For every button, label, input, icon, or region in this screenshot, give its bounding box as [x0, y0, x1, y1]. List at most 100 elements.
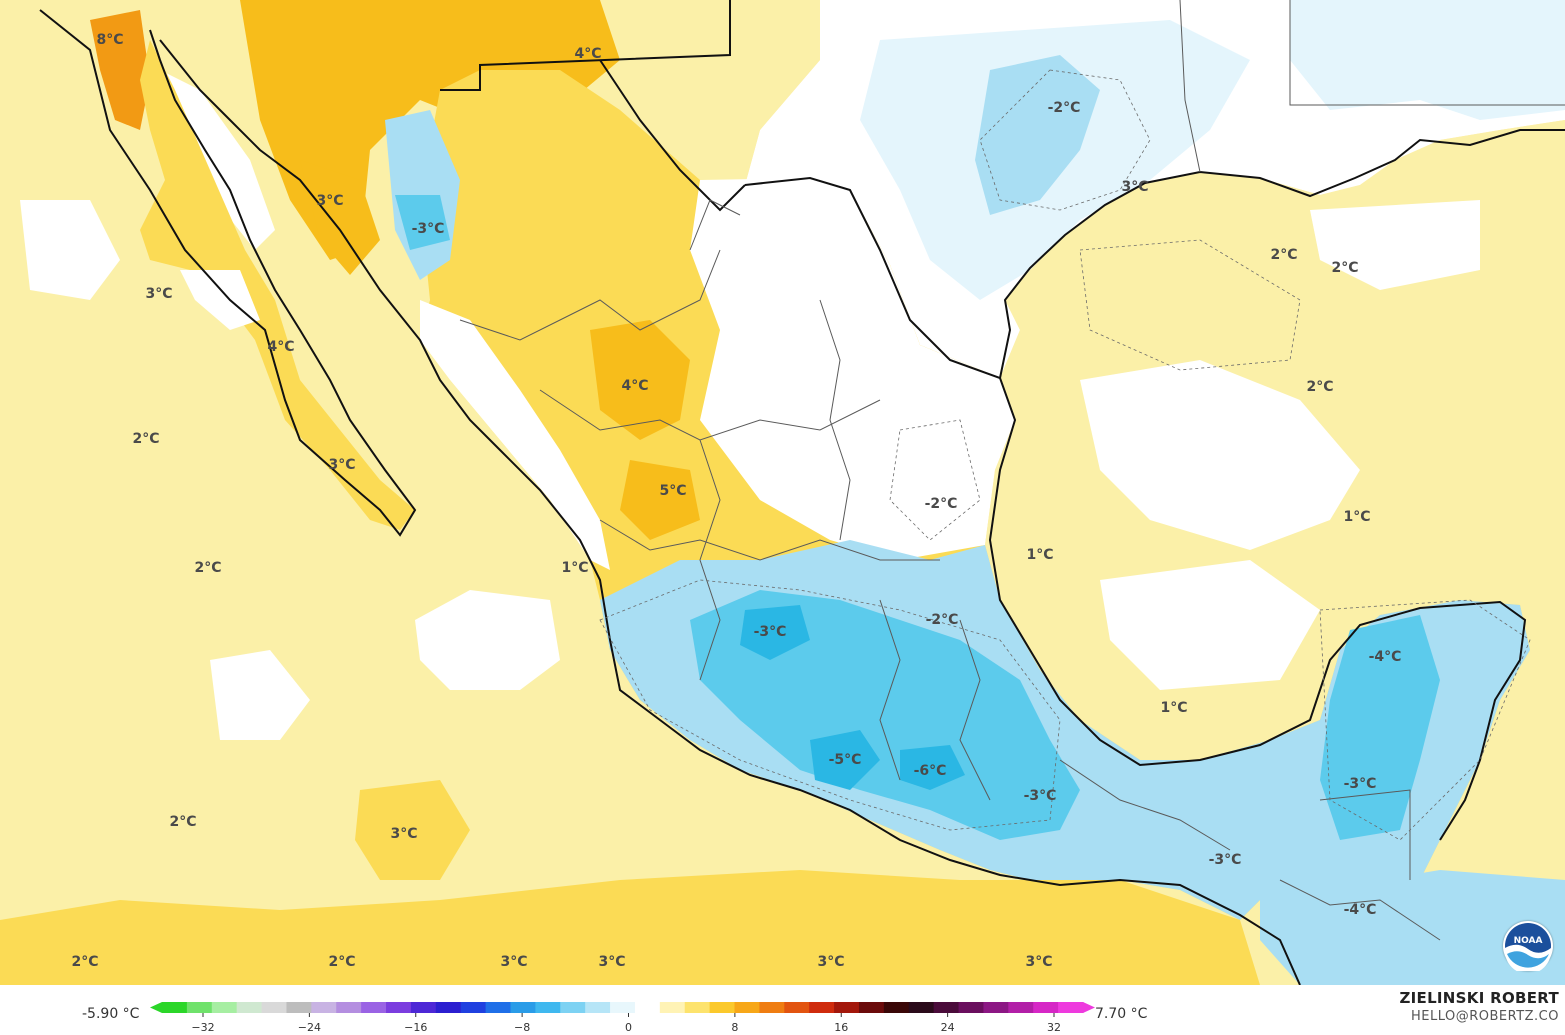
- legend-arrow-right: [1083, 1002, 1095, 1013]
- gulf-neutral-2: [1100, 560, 1320, 690]
- legend-color-cell: [834, 1002, 860, 1013]
- mexico-coldest-2: [900, 745, 965, 790]
- author-credit: ZIELINSKI ROBERT HELLO@ROBERTZ.CO: [1399, 989, 1559, 1024]
- legend-color-cell: [784, 1002, 810, 1013]
- pacific-neutral-3: [20, 200, 120, 300]
- legend-tick-label: −8: [514, 1021, 530, 1034]
- legend-color-cell: [709, 1002, 736, 1013]
- pacific-neutral-1: [415, 590, 560, 690]
- us-east-cool: [1290, 0, 1565, 120]
- legend-tick-label: 24: [941, 1021, 955, 1034]
- temperature-anomaly-map: 8°C 4°C 3°C -3°C 3°C 4°C 2°C 3°C 4°C 5°C…: [0, 0, 1565, 985]
- baja-peninsula: [140, 40, 415, 530]
- temp-label: 2°C: [71, 954, 98, 970]
- temp-label: 4°C: [267, 339, 294, 355]
- noaa-emblem-icon: NOAA: [1505, 923, 1551, 974]
- legend-color-cell: [1033, 1002, 1059, 1013]
- legend-color-cell: [1008, 1002, 1034, 1013]
- temp-label: 3°C: [145, 286, 172, 302]
- legend-color-cell: [211, 1002, 238, 1013]
- temp-label: 2°C: [1306, 379, 1333, 395]
- sonora-hot: [300, 160, 380, 275]
- legend-color-cell: [883, 1002, 910, 1013]
- legend-color-cell: [361, 1002, 387, 1013]
- legend-color-cell: [236, 1002, 263, 1013]
- temp-label: -4°C: [1369, 649, 1402, 665]
- legend-color-cell: [1058, 1002, 1084, 1013]
- temp-label: 2°C: [328, 954, 355, 970]
- temp-label: 2°C: [1331, 260, 1358, 276]
- legend-color-cell: [410, 1002, 437, 1013]
- legend-color-cell: [311, 1002, 337, 1013]
- legend-color-cell: [759, 1002, 785, 1013]
- legend-tick-label: 16: [834, 1021, 848, 1034]
- temp-label: 8°C: [96, 32, 123, 48]
- legend-tick-label: −24: [298, 1021, 321, 1034]
- temp-label: -4°C: [1344, 902, 1377, 918]
- temperature-labels: 8°C 4°C 3°C -3°C 3°C 4°C 2°C 3°C 4°C 5°C…: [71, 32, 1401, 970]
- central-america-cool: [1260, 870, 1565, 985]
- mexico-south-cold: [690, 590, 1080, 840]
- temp-label: 4°C: [574, 46, 601, 62]
- temp-label: -2°C: [926, 612, 959, 628]
- temp-label: -5°C: [829, 752, 862, 768]
- legend-color-cell: [435, 1002, 462, 1013]
- legend-tick-label: 8: [731, 1021, 738, 1034]
- coastlines: [39, 0, 1565, 985]
- legend-arrow-left: [150, 1002, 162, 1013]
- legend-tick-label: −16: [404, 1021, 427, 1034]
- legend-color-cell: [809, 1002, 835, 1013]
- durango-warm: [620, 460, 700, 540]
- temp-label: -3°C: [412, 221, 445, 237]
- gulf-neutral-3: [1310, 200, 1480, 290]
- pacific-warm-1: [355, 780, 470, 880]
- legend-color-cell: [933, 1002, 960, 1013]
- temp-label: 1°C: [561, 560, 588, 576]
- sonora-colder: [395, 195, 450, 250]
- temp-label: 4°C: [621, 378, 648, 394]
- temp-label: 1°C: [1026, 547, 1053, 563]
- texas-cold-patch: [975, 55, 1100, 215]
- temp-label: 3°C: [500, 954, 527, 970]
- color-legend: −32 −24 −16 −8 0 8 16 24 32: [150, 1002, 1095, 1034]
- state-borders: [459, 0, 1565, 941]
- legend-color-cell: [908, 1002, 935, 1013]
- legend-color-cell: [958, 1002, 984, 1013]
- legend-color-cell: [510, 1002, 536, 1013]
- legend-color-cell: [286, 1002, 312, 1013]
- temp-label: -3°C: [1024, 788, 1057, 804]
- temp-label: 3°C: [1121, 179, 1148, 195]
- legend-color-cell: [386, 1002, 412, 1013]
- temp-label: -3°C: [1344, 776, 1377, 792]
- legend-color-cell: [983, 1002, 1009, 1013]
- temp-label: 3°C: [390, 826, 417, 842]
- temp-label: 3°C: [316, 193, 343, 209]
- temp-label: 5°C: [659, 483, 686, 499]
- legend-color-cell: [858, 1002, 885, 1013]
- temp-label: -6°C: [914, 763, 947, 779]
- temp-label: 2°C: [1270, 247, 1297, 263]
- temp-label: -3°C: [1209, 852, 1242, 868]
- noaa-logo-text: NOAA: [1514, 936, 1543, 946]
- legend-color-cell: [535, 1002, 561, 1013]
- legend-color-cell: [659, 1002, 686, 1013]
- temp-label: 2°C: [194, 560, 221, 576]
- mexico-coldest-1: [810, 730, 880, 790]
- legend-color-cell: [684, 1002, 711, 1013]
- author-name: ZIELINSKI ROBERT: [1399, 989, 1559, 1007]
- temp-label: 3°C: [328, 457, 355, 473]
- temp-label: 1°C: [1160, 700, 1187, 716]
- pacific-warm-south: [0, 870, 1260, 985]
- pacific-neutral-2: [210, 650, 310, 740]
- author-email: HELLO@ROBERTZ.CO: [1410, 1009, 1559, 1024]
- legend-color-cell: [186, 1002, 213, 1013]
- temp-label: 2°C: [132, 431, 159, 447]
- legend-color-cell: [585, 1002, 611, 1013]
- temp-label: -2°C: [925, 496, 958, 512]
- baja-neutral: [180, 270, 260, 330]
- baja-gulf-neutral: [160, 70, 275, 250]
- legend-tick-label: 32: [1047, 1021, 1061, 1034]
- yucatan-cold: [1320, 615, 1440, 840]
- noaa-logo: NOAA: [1503, 921, 1553, 974]
- temp-label: 2°C: [169, 814, 196, 830]
